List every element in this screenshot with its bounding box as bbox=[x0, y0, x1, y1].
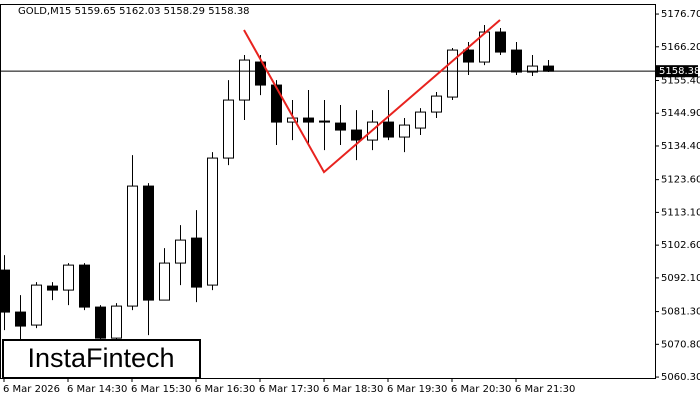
y-tick-label: 5081.30 bbox=[661, 307, 700, 318]
plot-frame bbox=[0, 4, 656, 379]
candle-body bbox=[543, 65, 554, 72]
x-tick-label: 6 Mar 16:30 bbox=[195, 384, 255, 395]
y-tick-label: 5092.10 bbox=[661, 273, 700, 284]
candle-body bbox=[95, 306, 106, 339]
y-tick-label: 5060.30 bbox=[661, 372, 700, 383]
candle-body bbox=[511, 49, 522, 73]
candle-body bbox=[271, 84, 282, 123]
pattern-line bbox=[243, 19, 501, 174]
candle-body bbox=[527, 65, 538, 73]
candle-body bbox=[303, 117, 314, 123]
candle-body bbox=[143, 185, 154, 301]
candle-body bbox=[447, 49, 458, 98]
candle-body bbox=[207, 157, 218, 286]
logo-box bbox=[2, 339, 201, 379]
candle-body bbox=[79, 264, 90, 308]
candle-body bbox=[63, 264, 74, 291]
candle-body bbox=[31, 284, 42, 326]
y-tick-label: 5102.60 bbox=[661, 240, 700, 251]
chart-title: GOLD,M15 5159.65 5162.03 5158.29 5158.38 bbox=[18, 6, 250, 17]
y-tick-label: 5166.20 bbox=[661, 42, 700, 53]
candle-body bbox=[335, 122, 346, 131]
candle-body bbox=[463, 49, 474, 63]
x-tick-label: 6 Mar 2026 bbox=[3, 384, 60, 395]
candle-body bbox=[399, 124, 410, 138]
candle-body bbox=[431, 95, 442, 113]
x-tick-label: 6 Mar 15:30 bbox=[131, 384, 191, 395]
candle-body bbox=[47, 285, 58, 291]
current-price-box bbox=[656, 65, 698, 78]
y-tick-label: 5070.80 bbox=[661, 339, 700, 350]
x-tick-label: 6 Mar 18:30 bbox=[323, 384, 383, 395]
candle-body bbox=[127, 185, 138, 307]
candle-body bbox=[159, 262, 170, 301]
x-tick-label: 6 Mar 20:30 bbox=[451, 384, 511, 395]
y-tick-label: 5134.40 bbox=[661, 141, 700, 152]
candle-body bbox=[0, 269, 10, 313]
candle-body bbox=[415, 111, 426, 129]
candle-body bbox=[495, 31, 506, 53]
current-price-label: 5158.38 bbox=[659, 66, 700, 77]
candle-body bbox=[223, 99, 234, 159]
candle-body bbox=[175, 239, 186, 264]
candle-body bbox=[255, 61, 266, 86]
y-tick-label: 5123.60 bbox=[661, 175, 700, 186]
y-tick-label: 5144.90 bbox=[661, 108, 700, 119]
y-tick-label: 5176.70 bbox=[661, 9, 700, 20]
x-tick-label: 6 Mar 17:30 bbox=[259, 384, 319, 395]
x-tick-label: 6 Mar 14:30 bbox=[67, 384, 127, 395]
candle-body bbox=[239, 59, 250, 101]
candle-body bbox=[15, 311, 26, 327]
candle-body bbox=[191, 237, 202, 288]
x-tick-label: 6 Mar 21:30 bbox=[515, 384, 575, 395]
candle-body bbox=[111, 305, 122, 339]
x-tick-label: 6 Mar 19:30 bbox=[387, 384, 447, 395]
logo: InstaFintech bbox=[27, 343, 174, 373]
candle-body bbox=[479, 31, 490, 63]
candle-body bbox=[319, 120, 330, 123]
candle-body bbox=[383, 121, 394, 138]
y-tick-label: 5155.40 bbox=[661, 75, 700, 86]
y-tick-label: 5113.10 bbox=[661, 207, 700, 218]
candle-body bbox=[351, 129, 362, 141]
